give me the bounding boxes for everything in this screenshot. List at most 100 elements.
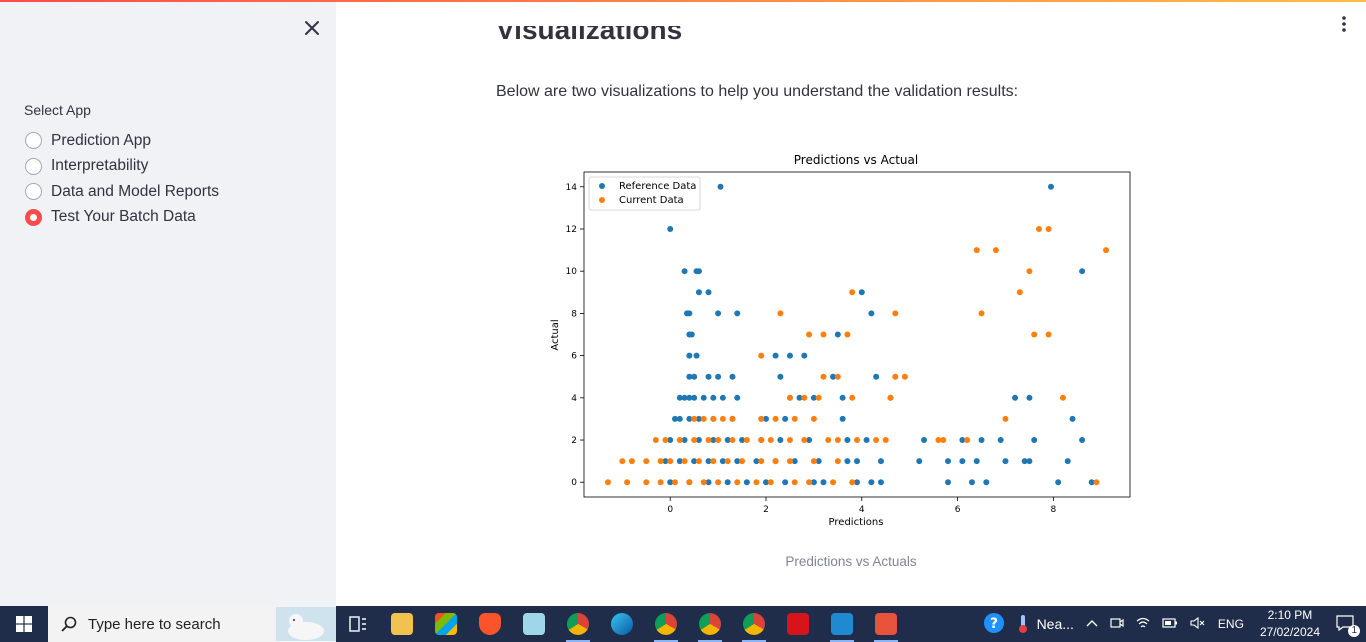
scatter-point: [715, 479, 722, 486]
scatter-point: [695, 437, 702, 444]
x-tick-label: 2: [763, 505, 769, 515]
scatter-point: [1031, 437, 1038, 444]
notepad-button[interactable]: [512, 606, 556, 642]
scatter-point: [681, 268, 688, 275]
scatter-point: [667, 458, 674, 465]
scatter-point: [834, 458, 841, 465]
scatter-point: [686, 310, 693, 317]
clock[interactable]: 2:10 PM 27/02/2024: [1260, 607, 1320, 641]
scatter-point: [1012, 394, 1019, 401]
radio-interpretability[interactable]: Interpretability: [24, 154, 219, 180]
scatter-point: [1045, 225, 1052, 232]
scatter-point: [825, 437, 832, 444]
edge-button[interactable]: [600, 606, 644, 642]
scatter-point: [834, 437, 841, 444]
language-indicator[interactable]: ENG: [1217, 617, 1244, 631]
chrome-button-1[interactable]: [556, 606, 600, 642]
file-explorer-button[interactable]: [380, 606, 424, 642]
scatter-point: [1079, 437, 1086, 444]
chrome-profile-icon: [699, 613, 721, 635]
scatter-point: [763, 415, 769, 422]
radio-data-model-reports[interactable]: Data and Model Reports: [24, 179, 219, 205]
weather-widget[interactable]: Nea...: [1017, 614, 1074, 634]
chrome-button-2[interactable]: [644, 606, 688, 642]
scatter-point: [1055, 479, 1062, 486]
office-app-button[interactable]: [864, 606, 908, 642]
radio-prediction-app[interactable]: Prediction App: [24, 128, 219, 154]
y-tick-label: 12: [566, 225, 577, 235]
start-button[interactable]: [0, 606, 48, 642]
intro-text: Below are two visualizations to help you…: [496, 83, 1019, 100]
scatter-point: [643, 458, 650, 465]
scatter-point: [628, 458, 635, 465]
meet-now-button[interactable]: [1110, 616, 1124, 633]
scatter-point: [806, 479, 813, 486]
volume-button[interactable]: [1190, 616, 1206, 632]
scatter-point: [695, 458, 702, 465]
scatter-point: [873, 437, 880, 444]
scatter-point: [1036, 225, 1042, 232]
scatter-point: [667, 225, 674, 232]
chart-x-label: Predictions: [829, 517, 884, 528]
notification-icon: [1336, 614, 1354, 631]
scatter-point: [973, 458, 980, 465]
radio-test-batch-data[interactable]: Test Your Batch Data: [24, 205, 219, 231]
help-button[interactable]: ?: [983, 612, 1005, 637]
scatter-point: [782, 479, 789, 486]
chrome-button-3[interactable]: [688, 606, 732, 642]
scatter-point: [715, 373, 722, 380]
kebab-menu-icon: [1342, 16, 1346, 32]
scatter-point: [1069, 415, 1076, 422]
taskbar-search-box[interactable]: Type here to search: [48, 606, 336, 642]
scatter-point: [686, 479, 693, 486]
scatter-point: [1064, 458, 1071, 465]
scatter-point: [1026, 458, 1033, 465]
scatter-point: [978, 310, 985, 317]
scatter-point: [1026, 394, 1033, 401]
notifications-button[interactable]: 1: [1336, 614, 1360, 637]
main-content: Visualizations Below are two visualizati…: [336, 2, 1366, 606]
main-menu-button[interactable]: [1336, 14, 1352, 34]
scatter-point: [1079, 268, 1086, 275]
series-current-data: [604, 225, 1110, 486]
task-view-button[interactable]: [336, 606, 380, 642]
scatter-point: [782, 415, 789, 422]
scatter-point: [830, 479, 837, 486]
scatter-point: [758, 415, 765, 422]
tray-overflow-button[interactable]: [1086, 617, 1098, 631]
scatter-point: [854, 479, 860, 486]
brave-browser-button[interactable]: [468, 606, 512, 642]
vscode-button[interactable]: [820, 606, 864, 642]
acrobat-button[interactable]: [776, 606, 820, 642]
scatter-point: [691, 458, 698, 465]
scatter-point: [734, 479, 741, 486]
scatter-point: [695, 289, 702, 296]
scatter-point: [772, 415, 779, 422]
wifi-button[interactable]: [1136, 617, 1150, 632]
close-sidebar-button[interactable]: [300, 16, 324, 40]
scatter-point: [945, 458, 951, 465]
battery-button[interactable]: [1162, 617, 1178, 631]
y-tick-label: 6: [571, 352, 577, 362]
scatter-point: [724, 458, 731, 465]
wifi-icon: [1136, 617, 1150, 627]
scatter-point: [786, 394, 793, 401]
chart-plot-frame: [583, 171, 1131, 498]
chrome-button-4[interactable]: [732, 606, 776, 642]
store-icon: [435, 613, 457, 635]
notification-count-badge: 1: [1348, 624, 1360, 637]
scatter-point: [786, 352, 793, 359]
y-tick-label: 8: [571, 309, 577, 319]
chrome-icon: [567, 613, 589, 635]
scatter-point: [997, 437, 1004, 444]
scatter-point: [863, 437, 870, 444]
scatter-point: [681, 458, 688, 465]
store-button[interactable]: [424, 606, 468, 642]
scatter-point: [695, 415, 702, 422]
scatter-point: [849, 479, 856, 486]
radio-label: Test Your Batch Data: [51, 208, 196, 226]
scatter-point: [676, 394, 683, 401]
scatter-point: [791, 415, 798, 422]
scatter-point: [882, 437, 889, 444]
scatter-point: [691, 373, 698, 380]
